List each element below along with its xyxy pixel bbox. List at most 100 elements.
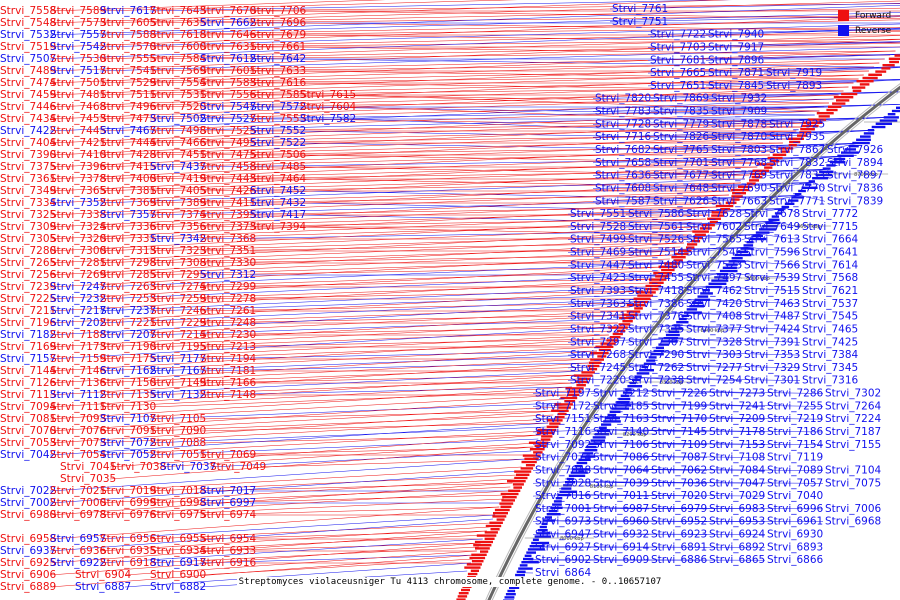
- gene-label: Strvi_7253: [100, 293, 156, 305]
- label-connector: [149, 402, 562, 420]
- forward-gene-mark: [673, 259, 683, 262]
- gene-label: Strvi_7706: [250, 5, 307, 17]
- reverse-gene-mark: [734, 253, 752, 257]
- reverse-gene-mark: [681, 314, 690, 317]
- gene-label: Strvi_7474: [0, 77, 57, 89]
- reverse-gene-mark: [808, 180, 815, 183]
- gene-label: Strvi_7628: [686, 208, 742, 220]
- gene-label: Strvi_6904: [75, 569, 132, 581]
- label-connector: [99, 478, 515, 504]
- gene-label: Strvi_7277: [686, 362, 742, 374]
- reverse-gene-mark: [788, 199, 799, 202]
- label-connector: [705, 29, 900, 35]
- gene-label: Strvi_7011: [593, 490, 649, 502]
- gene-label: Strvi_7006: [825, 503, 882, 515]
- label-connector: [49, 386, 572, 420]
- reverse-gene-mark: [632, 378, 641, 381]
- gene-label: Strvi_7662: [200, 17, 256, 29]
- label-connector: [149, 234, 692, 252]
- label-connector: [541, 533, 766, 535]
- label-connector: [99, 262, 667, 288]
- label-connector: [199, 482, 513, 492]
- gene-label: Strvi_7917: [708, 42, 764, 54]
- gene-label: Strvi_7768: [711, 157, 767, 169]
- gene-label: Strvi_7309: [0, 221, 56, 233]
- forward-gene-mark: [888, 57, 900, 60]
- reverse-gene-mark: [719, 269, 738, 273]
- reverse-gene-mark: [692, 301, 704, 305]
- label-connector: [199, 254, 674, 264]
- forward-gene-mark: [558, 406, 571, 409]
- label-connector: [649, 364, 685, 369]
- gene-label: Strvi_7495: [200, 137, 256, 149]
- gene-label: Strvi_7481: [50, 89, 106, 101]
- label-connector: [149, 414, 554, 432]
- gene-label: Strvi_6933: [200, 545, 256, 557]
- forward-gene-mark: [616, 329, 626, 332]
- gene-label: Strvi_7104: [825, 465, 882, 477]
- gene-label: Strvi_7170: [651, 413, 707, 425]
- reverse-gene-mark: [660, 340, 678, 343]
- label-connector: [149, 138, 788, 156]
- label-connector: [592, 195, 801, 202]
- forward-gene-mark: [567, 393, 580, 396]
- reverse-gene-mark: [578, 458, 591, 461]
- reverse-gene-mark: [848, 145, 859, 148]
- label-connector: [49, 230, 695, 264]
- forward-gene-mark: [801, 124, 819, 128]
- gene-label: Strvi_7322: [570, 324, 626, 336]
- gene-label: Strvi_7173: [50, 341, 106, 353]
- forward-gene-mark: [499, 502, 514, 505]
- label-connector: [149, 534, 485, 552]
- reverse-gene-mark: [548, 509, 558, 513]
- label-connector: [199, 326, 615, 336]
- gene-label: Strvi_7232: [50, 293, 106, 305]
- label-connector: [532, 429, 604, 433]
- reverse-gene-mark: [590, 439, 606, 442]
- forward-gene-mark: [686, 246, 695, 249]
- forward-gene-mark: [464, 566, 481, 569]
- label-connector: [149, 426, 546, 444]
- reverse-gene-mark: [553, 500, 562, 503]
- forward-gene-mark: [764, 166, 773, 169]
- reverse-gene-mark: [639, 369, 654, 372]
- legend-item-reverse: Reverse: [838, 23, 891, 38]
- gene-label: Strvi_7909: [711, 106, 767, 118]
- reverse-gene-mark: [841, 151, 859, 154]
- gene-label: Strvi_7925: [769, 118, 825, 130]
- label-connector: [49, 0, 730, 24]
- gene-label: Strvi_7213: [200, 341, 256, 353]
- reverse-gene-mark: [527, 548, 545, 551]
- label-connector: [159, 442, 536, 468]
- label-connector: [199, 50, 896, 60]
- gene-label: Strvi_7530: [50, 53, 106, 65]
- gene-label: Strvi_7641: [802, 247, 858, 259]
- gene-label: Strvi_7331: [100, 233, 156, 245]
- gene-label: Strvi_7226: [651, 388, 708, 400]
- gene-label: Strvi_7246: [150, 305, 207, 317]
- forward-gene-mark: [881, 67, 891, 70]
- gene-label: Strvi_7515: [744, 285, 800, 297]
- gene-label: Strvi_7335: [628, 324, 684, 336]
- forward-gene-mark: [882, 64, 895, 67]
- gene-label: Strvi_7465: [802, 324, 858, 336]
- gene-label: Strvi_6865: [709, 554, 765, 566]
- gene-label: Strvi_6973: [535, 516, 591, 528]
- gene-label: Strvi_6934: [150, 545, 207, 557]
- gene-label: Strvi_7464: [250, 173, 307, 185]
- reverse-gene-mark: [620, 394, 630, 397]
- reverse-gene-mark: [559, 490, 578, 493]
- label-connector: [49, 206, 718, 240]
- gene-label: Strvi_7105: [150, 413, 206, 425]
- reverse-gene-mark: [586, 445, 597, 449]
- gene-label: Strvi_7602: [686, 221, 742, 233]
- gene-label: Strvi_7443: [200, 173, 256, 185]
- reverse-gene-mark: [643, 362, 656, 365]
- forward-gene-mark: [738, 185, 753, 188]
- label-connector: [149, 150, 775, 168]
- forward-gene-mark: [709, 220, 718, 224]
- label-connector: [199, 230, 695, 240]
- label-connector: [199, 542, 481, 552]
- reverse-gene-mark: [538, 529, 548, 532]
